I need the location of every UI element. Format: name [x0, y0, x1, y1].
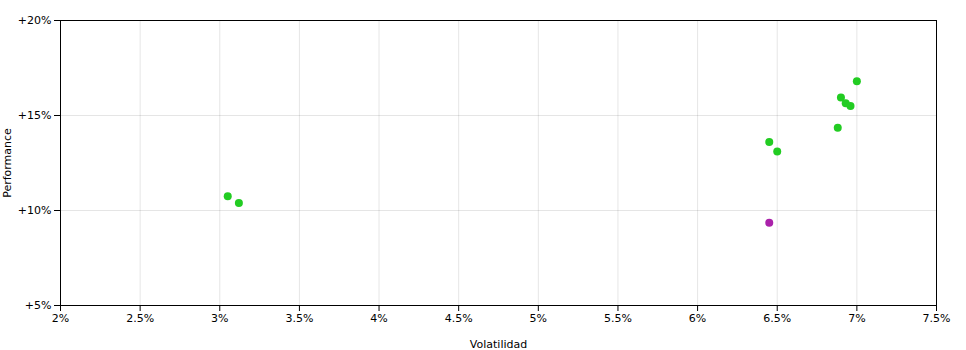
svg-text:3.5%: 3.5% — [285, 312, 313, 325]
svg-text:7%: 7% — [848, 312, 865, 325]
svg-text:6%: 6% — [689, 312, 706, 325]
svg-text:+20%: +20% — [18, 14, 52, 27]
svg-text:+10%: +10% — [18, 204, 52, 217]
svg-text:4.5%: 4.5% — [445, 312, 473, 325]
svg-text:2.5%: 2.5% — [126, 312, 154, 325]
svg-text:3%: 3% — [211, 312, 228, 325]
svg-text:+15%: +15% — [18, 109, 52, 122]
svg-text:2%: 2% — [52, 312, 69, 325]
svg-text:4%: 4% — [370, 312, 387, 325]
svg-text:5.5%: 5.5% — [604, 312, 632, 325]
svg-text:Volatilidad: Volatilidad — [470, 338, 527, 350]
svg-text:+5%: +5% — [25, 299, 52, 312]
svg-text:Performance: Performance — [1, 128, 14, 198]
svg-text:5%: 5% — [530, 312, 547, 325]
svg-text:6.5%: 6.5% — [763, 312, 791, 325]
svg-text:7.5%: 7.5% — [923, 312, 951, 325]
